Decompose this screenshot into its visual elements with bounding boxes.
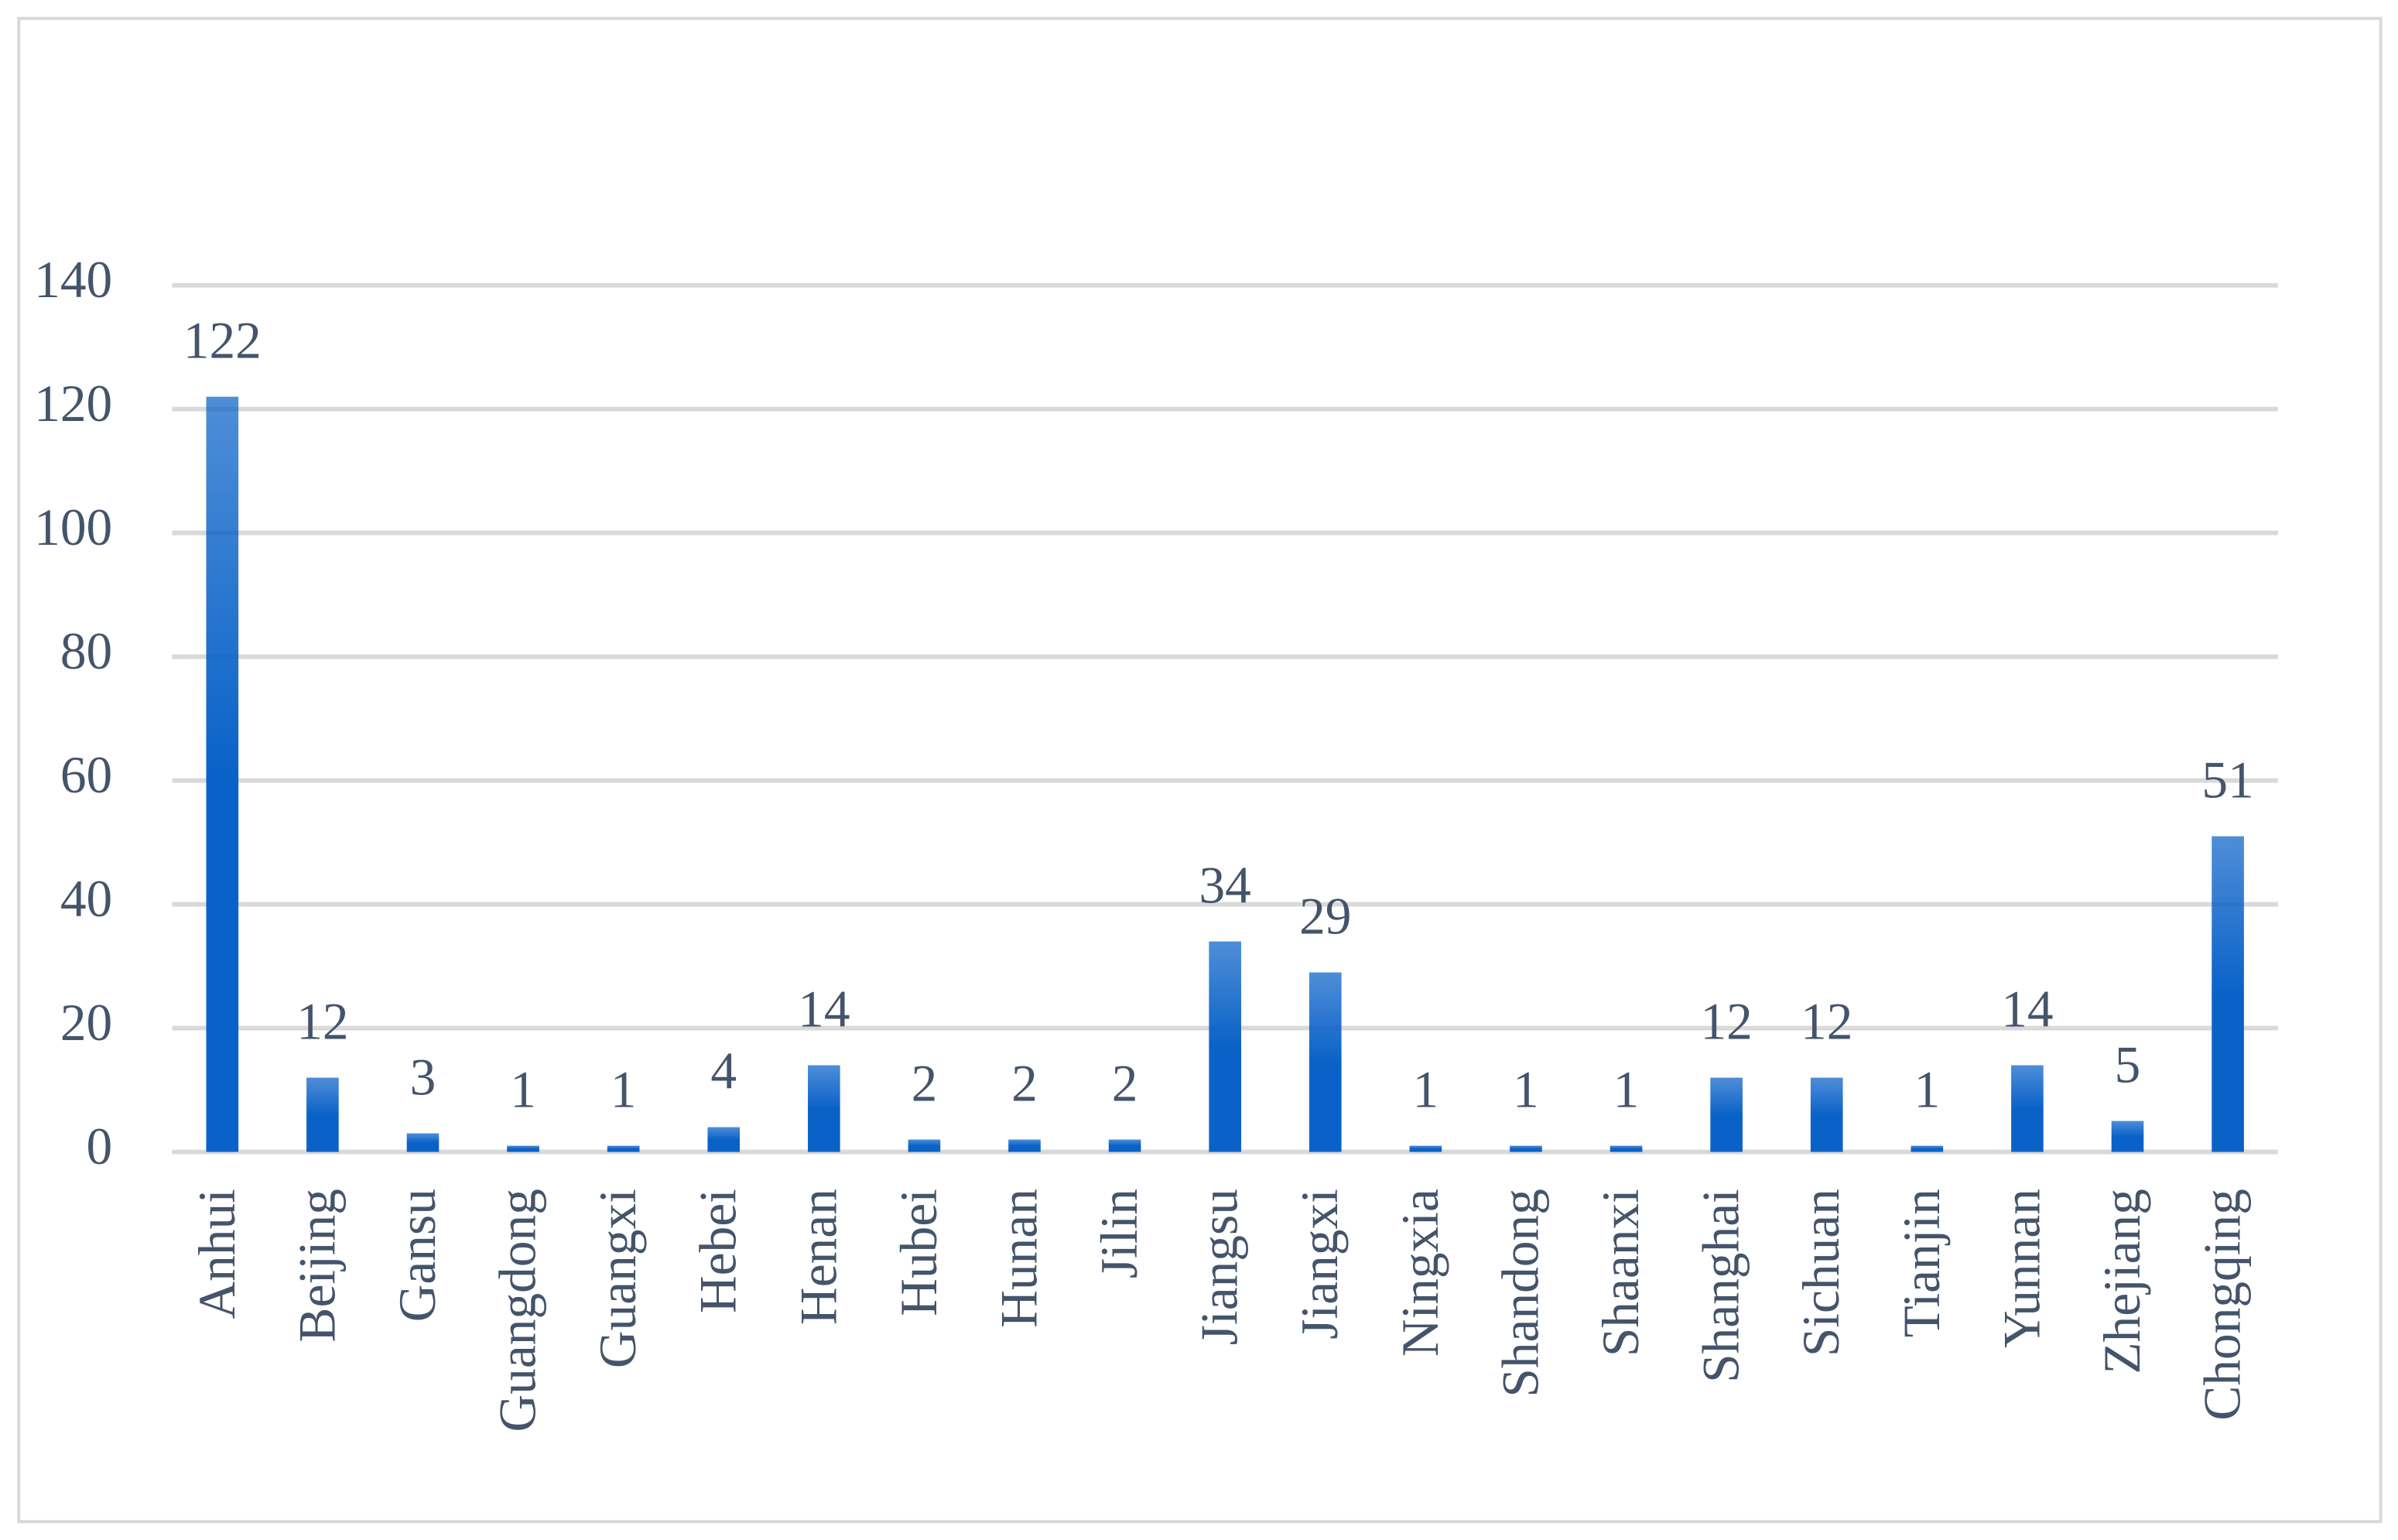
bar <box>707 1127 741 1152</box>
x-tick-label: Yunnan <box>1993 1189 2051 1348</box>
y-tick-label: 0 <box>87 1117 113 1176</box>
data-label: 2 <box>912 1055 938 1113</box>
bar <box>1810 1077 1843 1152</box>
x-tick-label: Hunan <box>990 1189 1048 1328</box>
data-label: 14 <box>798 980 850 1039</box>
data-label: 14 <box>2001 980 2053 1039</box>
bar <box>1609 1145 1643 1152</box>
x-tick-label: Ningxia <box>1391 1189 1449 1357</box>
x-tick-label: Hebei <box>689 1189 747 1313</box>
bar <box>1510 1145 1542 1152</box>
y-tick-label: 80 <box>60 622 112 680</box>
x-tick-label: Henan <box>789 1189 847 1325</box>
x-tick-label: Beijing <box>288 1189 346 1342</box>
y-tick-label: 60 <box>60 746 112 804</box>
data-label: 12 <box>1700 993 1752 1051</box>
x-tick-label: Tianjin <box>1893 1189 1951 1337</box>
bar <box>507 1145 539 1152</box>
x-tick-label: Sichuan <box>1792 1189 1850 1357</box>
bar <box>1108 1139 1141 1152</box>
x-tick-label: Zhejiang <box>2093 1189 2151 1374</box>
y-tick-label: 140 <box>34 251 112 309</box>
bar <box>2111 1121 2144 1152</box>
data-label: 12 <box>1801 993 1852 1051</box>
x-tick-label: Shandong <box>1491 1189 1549 1398</box>
data-label: 29 <box>1299 888 1351 946</box>
data-label: 1 <box>1513 1061 1539 1119</box>
data-label: 34 <box>1199 857 1251 915</box>
data-label: 1 <box>510 1061 536 1119</box>
data-label: 5 <box>2115 1036 2141 1094</box>
bar <box>1911 1145 1944 1152</box>
data-label: 122 <box>183 312 262 370</box>
data-label: 12 <box>296 993 348 1051</box>
x-tick-label: Shaanxi <box>1592 1189 1650 1357</box>
x-tick-label: Jiangxi <box>1291 1189 1349 1340</box>
x-tick-label: Hubei <box>890 1189 948 1316</box>
data-label: 1 <box>1413 1061 1439 1119</box>
data-label: 3 <box>410 1049 436 1107</box>
bar <box>908 1139 941 1152</box>
data-label: 2 <box>1011 1055 1038 1113</box>
bar <box>1209 941 1242 1152</box>
data-label: 1 <box>611 1061 637 1119</box>
x-tick-label: Chongqing <box>2194 1189 2252 1420</box>
data-label: 2 <box>1112 1055 1138 1113</box>
x-tick-label: Guangdong <box>489 1189 547 1432</box>
y-tick-label: 120 <box>34 375 112 433</box>
y-tick-label: 20 <box>60 994 112 1052</box>
bar <box>406 1133 440 1152</box>
data-label: 1 <box>1613 1061 1640 1119</box>
bar <box>206 396 239 1152</box>
bar <box>306 1077 339 1152</box>
x-tick-label: Anhui <box>188 1189 246 1319</box>
bar <box>808 1065 840 1152</box>
x-tick-label: Jilin <box>1090 1189 1148 1278</box>
x-tick-label: Guangxi <box>589 1189 647 1368</box>
bar <box>1710 1077 1743 1152</box>
bar <box>1308 972 1342 1152</box>
bar <box>2011 1065 2044 1152</box>
x-tick-label: Gansu <box>388 1189 446 1322</box>
bar <box>2212 836 2244 1152</box>
y-tick-label: 100 <box>34 498 112 556</box>
bar <box>1409 1145 1442 1152</box>
bar <box>1008 1139 1041 1152</box>
x-tick-label: Jiangsu <box>1191 1189 1249 1345</box>
data-label: 51 <box>2201 751 2253 809</box>
chart-border <box>17 16 2383 1524</box>
bar <box>607 1145 640 1152</box>
data-label: 1 <box>1914 1061 1940 1119</box>
x-tick-label: Shanghai <box>1692 1189 1750 1383</box>
y-tick-label: 40 <box>60 870 112 928</box>
data-label: 4 <box>710 1042 737 1100</box>
